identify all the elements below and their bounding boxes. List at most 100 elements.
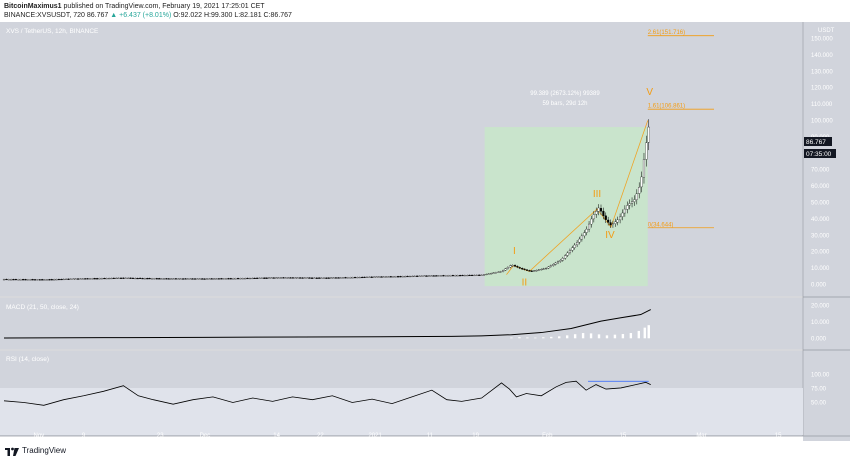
candle-body [60, 278, 63, 281]
candle-body [435, 275, 438, 277]
macd-bar [534, 337, 537, 339]
candle-body [530, 270, 533, 272]
candle-body [518, 267, 521, 269]
macd-tick: 10.000 [811, 320, 830, 326]
candle-body [296, 277, 299, 279]
candle-body [420, 275, 423, 277]
candle-body [592, 214, 595, 220]
candle-body [494, 272, 497, 274]
candle-body [502, 270, 505, 272]
candle-body [31, 279, 34, 281]
candle-body [38, 279, 41, 281]
candle-body [394, 276, 397, 278]
candle-body [222, 278, 225, 280]
candle-body [110, 277, 113, 280]
candle-body [208, 278, 211, 280]
main-legend[interactable]: XVS / TetherUS, 12h, BINANCE [6, 28, 99, 35]
candle-body [330, 277, 333, 279]
candle-body [191, 278, 194, 280]
price-tick: 70.000 [811, 168, 830, 174]
candle-body [244, 278, 247, 280]
candle-body [45, 279, 49, 281]
macd-tick: 20.000 [811, 304, 830, 310]
candle-body [413, 275, 416, 277]
candle-body [363, 276, 366, 278]
candle-body [621, 212, 624, 217]
candle-body [139, 277, 142, 279]
candle-body [217, 278, 220, 280]
candle-body [213, 278, 216, 280]
measure-zone [484, 127, 648, 287]
candle-body [475, 274, 478, 276]
candle-body [425, 275, 428, 277]
price-tick: 30.000 [811, 233, 830, 239]
price-pane[interactable] [0, 22, 803, 296]
rsi-legend[interactable]: RSI (14, close) [6, 356, 49, 363]
candle-body [241, 278, 244, 280]
rsi-tick-labels: 100.00 75.00 50.00 [811, 373, 830, 407]
price-candles [2, 119, 650, 281]
candle-body [459, 275, 462, 277]
fib-label-161: 1.61(106.861) [648, 104, 685, 110]
candle-body [380, 276, 383, 278]
candle-body [556, 261, 560, 264]
candle-body [411, 275, 414, 278]
candle-body [124, 277, 127, 279]
candle-body [220, 278, 223, 280]
candle-body [117, 277, 120, 279]
fib-levels: 2.61(151.716) 1.61(106.861) 0(34.644) [647, 30, 714, 228]
candle-body [158, 278, 161, 280]
candle-body [148, 278, 151, 280]
candle-body [108, 278, 111, 280]
last-price-value: 86.767 [86, 12, 109, 19]
macd-pane[interactable] [0, 298, 803, 349]
candle-body [306, 277, 309, 279]
candle-body [93, 278, 96, 280]
price-tick: 150.000 [811, 37, 833, 43]
candle-body [568, 250, 572, 253]
candle-body [167, 278, 170, 280]
price-change: ▲ +6.437 (+8.01%) [110, 12, 172, 19]
candle-body [275, 277, 278, 279]
candle-body [559, 260, 562, 262]
time-tick: Feb [542, 433, 553, 439]
candle-body [633, 199, 636, 202]
candle-body [65, 278, 68, 280]
candle-body [408, 275, 412, 278]
candle-body [611, 223, 614, 225]
ohlc-values: O:92.022 H:99.300 L:82.181 C:86.767 [173, 12, 292, 19]
candle-body [635, 193, 638, 200]
candle-body [349, 277, 352, 279]
candle-body [387, 276, 390, 278]
price-tick: 110.000 [811, 102, 833, 108]
time-tick: Nov [33, 433, 44, 439]
price-tick: 100.000 [811, 119, 833, 125]
candle-body [619, 216, 622, 221]
wave-label-4: IV [605, 230, 615, 241]
candle-body [76, 278, 80, 280]
candle-body [127, 277, 130, 279]
candle-body [41, 279, 44, 281]
candle-body [91, 278, 94, 280]
candle-body [456, 275, 459, 277]
candle-body [160, 278, 163, 280]
candle-body [599, 208, 603, 212]
author-name[interactable]: BitcoinMaximus1 [4, 3, 62, 10]
candle-body [561, 258, 564, 261]
elliott-wave-path [506, 120, 649, 275]
candle-body [225, 278, 228, 280]
trading-chart[interactable]: 99.389 (2673.12%) 99389 59 bars, 29d 12h… [0, 22, 850, 441]
candle-body [628, 203, 631, 206]
footer: TradingView [0, 441, 850, 461]
candle-body [389, 276, 392, 278]
candle-body [430, 275, 433, 277]
price-axis[interactable] [803, 22, 850, 441]
candle-body [525, 269, 529, 271]
candle-body [327, 277, 330, 279]
macd-legend[interactable]: MACD (21, 50, close, 24) [6, 304, 79, 311]
candle-body [602, 210, 605, 216]
measure-label-2: 59 bars, 29d 12h [542, 101, 587, 107]
candle-body [492, 272, 495, 274]
candle-body [141, 278, 144, 280]
candle-body [48, 279, 51, 281]
